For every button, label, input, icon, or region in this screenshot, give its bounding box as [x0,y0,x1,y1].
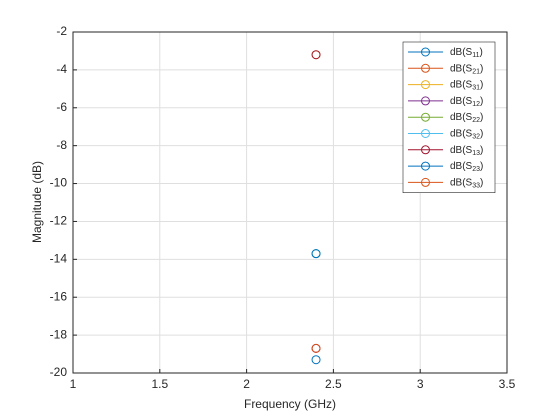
y-tick-label: -14 [50,252,68,266]
y-tick-label: -20 [50,365,68,379]
x-tick-label: 1 [70,377,77,391]
legend: dB(S11) dB(S21) dB(S31) dB(S12) dB(S22) dB(S3… [402,41,496,193]
x-tick-label: 2 [243,377,250,391]
y-tick-label: -8 [56,138,67,152]
legend-label: dB(S33) [450,177,483,189]
y-tick-label: -6 [56,100,67,114]
legend-label: dB(S11) [450,47,483,59]
legend-label: dB(S22) [450,112,483,124]
legend-label: dB(S12) [450,96,483,108]
data-marker [311,343,321,353]
y-axis-label: Magnitude (dB) [30,161,44,243]
legend-marker [421,63,430,73]
y-tick-label: -10 [50,176,68,190]
y-tick-label: -18 [50,327,68,341]
x-tick-label: 2.5 [325,377,342,391]
legend-marker [421,129,430,138]
y-tick-label: -12 [50,214,68,228]
data-marker [311,50,321,60]
legend-marker [421,112,430,122]
legend-marker [421,47,430,57]
legend-label: dB(S13) [450,144,483,156]
data-marker [311,355,321,365]
y-tick-label: -16 [50,289,68,303]
legend-marker [421,161,430,171]
legend-label: dB(S21) [450,63,483,75]
y-tick-label: -4 [56,62,67,76]
legend-marker [421,96,430,106]
legend-label: dB(S32) [450,128,483,140]
x-tick-label: 3.5 [499,377,516,391]
legend-label: dB(S23) [450,161,483,173]
data-marker [311,249,321,259]
x-tick-label: 3 [417,377,424,391]
legend-marker [421,145,430,155]
x-axis-label: Frequency (GHz) [244,397,336,411]
legend-marker [421,80,430,90]
axes-box [72,31,508,374]
legend-label: dB(S31) [450,79,483,91]
legend-marker [421,177,430,187]
y-tick-label: -2 [56,24,67,38]
x-tick-label: 1.5 [151,377,168,391]
